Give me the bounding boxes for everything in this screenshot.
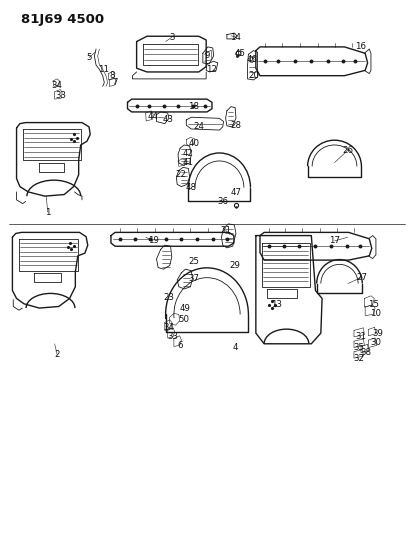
Text: 11: 11 bbox=[98, 65, 109, 74]
Text: 47: 47 bbox=[230, 189, 241, 197]
Text: 4: 4 bbox=[232, 343, 237, 352]
Text: 15: 15 bbox=[367, 301, 378, 309]
Text: 3: 3 bbox=[169, 33, 174, 42]
Text: 44: 44 bbox=[147, 112, 158, 120]
Text: 5: 5 bbox=[86, 53, 92, 62]
Text: 33: 33 bbox=[56, 92, 66, 100]
Text: 46: 46 bbox=[247, 55, 257, 64]
Text: 10: 10 bbox=[370, 309, 380, 318]
Text: 21: 21 bbox=[220, 226, 230, 235]
Text: 49: 49 bbox=[180, 304, 190, 312]
Text: 31: 31 bbox=[355, 333, 366, 341]
Text: 27: 27 bbox=[356, 273, 367, 281]
Text: 17: 17 bbox=[328, 237, 339, 245]
Text: 50: 50 bbox=[178, 316, 189, 324]
Text: 22: 22 bbox=[176, 171, 186, 179]
Text: 26: 26 bbox=[342, 146, 352, 155]
Text: 24: 24 bbox=[193, 123, 204, 131]
Text: 37: 37 bbox=[188, 274, 199, 282]
Text: 81J69 4500: 81J69 4500 bbox=[21, 13, 104, 26]
Text: 36: 36 bbox=[217, 197, 228, 206]
Text: 2: 2 bbox=[54, 350, 60, 359]
Text: 8: 8 bbox=[109, 71, 114, 80]
Text: 23: 23 bbox=[163, 293, 174, 302]
Text: 16: 16 bbox=[354, 43, 365, 51]
Text: 33: 33 bbox=[167, 333, 178, 341]
Text: 13: 13 bbox=[271, 301, 281, 309]
Text: 42: 42 bbox=[183, 149, 193, 158]
Text: 28: 28 bbox=[230, 121, 241, 130]
Text: 35: 35 bbox=[353, 343, 364, 352]
Text: 12: 12 bbox=[205, 65, 216, 74]
Text: 6: 6 bbox=[177, 341, 183, 350]
Text: 38: 38 bbox=[360, 349, 371, 357]
Text: 1: 1 bbox=[45, 208, 50, 216]
Text: 40: 40 bbox=[188, 140, 199, 148]
Text: 32: 32 bbox=[353, 354, 364, 362]
Text: 39: 39 bbox=[371, 329, 382, 337]
Text: 48: 48 bbox=[185, 183, 196, 192]
Text: 7: 7 bbox=[112, 78, 118, 87]
Text: 18: 18 bbox=[188, 102, 199, 111]
Text: 9: 9 bbox=[204, 52, 209, 60]
Text: 29: 29 bbox=[229, 261, 240, 270]
Text: 30: 30 bbox=[370, 338, 380, 346]
Text: 43: 43 bbox=[162, 116, 173, 124]
Text: 19: 19 bbox=[147, 237, 158, 245]
Text: 14: 14 bbox=[230, 33, 241, 42]
Text: 34: 34 bbox=[163, 324, 174, 332]
Text: 20: 20 bbox=[247, 71, 258, 80]
Text: 25: 25 bbox=[188, 257, 199, 265]
Text: 34: 34 bbox=[52, 81, 62, 90]
Text: 45: 45 bbox=[234, 49, 245, 58]
Text: 41: 41 bbox=[183, 158, 193, 167]
